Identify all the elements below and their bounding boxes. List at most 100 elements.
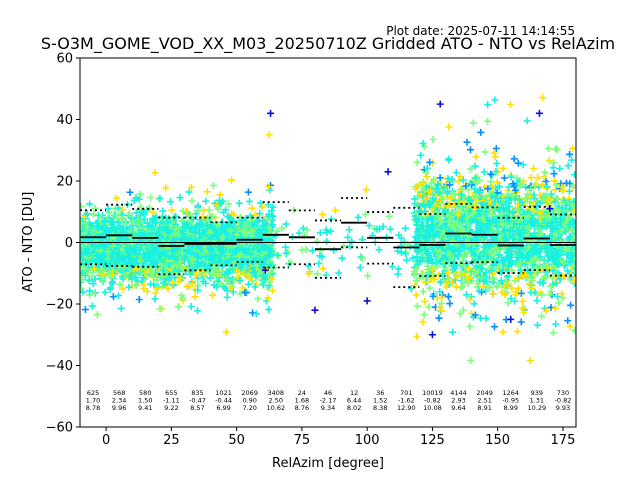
scatter-point	[113, 257, 121, 265]
scatter-point	[115, 292, 123, 300]
y-tick-label: 20	[56, 175, 73, 190]
scatter-point	[222, 206, 230, 214]
scatter-point	[305, 270, 313, 278]
scatter-point	[189, 279, 197, 287]
scatter-point	[158, 248, 166, 256]
scatter-point	[158, 282, 166, 290]
scatter-point	[156, 305, 164, 313]
scatter-point	[116, 280, 124, 288]
scatter-point	[105, 270, 113, 278]
scatter-point	[379, 223, 387, 231]
scatter-point	[265, 224, 273, 232]
scatter-point	[86, 287, 94, 295]
scatter-point	[251, 268, 259, 276]
scatter-point	[272, 232, 280, 240]
scatter-point	[308, 247, 316, 255]
scatter-point	[228, 266, 236, 274]
scatter-point	[269, 203, 277, 211]
scatter-point	[187, 183, 195, 191]
scatter-point	[203, 188, 211, 196]
scatter-point	[249, 309, 257, 317]
scatter-point	[153, 244, 161, 252]
bin-std-label: 9.96	[112, 404, 126, 412]
scatter-point	[268, 207, 276, 215]
scatter-point	[81, 306, 89, 314]
scatter-point	[87, 240, 95, 248]
scatter-point	[139, 243, 147, 251]
bin-std-label: 8.91	[477, 404, 491, 412]
scatter-point	[282, 249, 290, 257]
scatter-point	[142, 264, 150, 272]
scatter-point	[227, 256, 235, 264]
chart-title: S-O3M_GOME_VOD_XX_M03_20250710Z Gridded …	[41, 34, 615, 54]
scatter-point	[139, 274, 147, 282]
scatter-point	[315, 259, 323, 267]
scatter-point	[135, 195, 143, 203]
scatter-point	[256, 210, 264, 218]
scatter-point	[313, 237, 321, 245]
scatter-point	[218, 225, 226, 233]
scatter-point	[218, 280, 226, 288]
scatter-point	[245, 245, 253, 253]
scatter-point	[151, 219, 159, 227]
scatter-point	[80, 213, 88, 221]
scatter-point	[248, 232, 256, 240]
scatter-point	[207, 212, 215, 220]
scatter-point	[164, 257, 172, 265]
scatter-point	[241, 230, 249, 238]
scatter-point	[375, 246, 383, 254]
scatter-point	[491, 153, 499, 161]
scatter-point	[184, 246, 192, 254]
scatter-point	[252, 310, 260, 318]
scatter-point	[133, 277, 141, 285]
scatter-point	[258, 244, 266, 252]
scatter-point	[236, 277, 244, 285]
scatter-point	[85, 276, 93, 284]
scatter-point	[253, 239, 261, 247]
scatter-point	[149, 208, 157, 216]
scatter-point	[210, 271, 218, 279]
scatter-point	[183, 207, 191, 215]
scatter-point	[138, 241, 146, 249]
scatter-point	[323, 237, 331, 245]
scatter-point	[269, 212, 277, 220]
scatter-point	[227, 176, 235, 184]
scatter-point	[191, 293, 199, 301]
bin-std-label: 10.29	[528, 404, 547, 412]
scatter-point	[101, 288, 109, 296]
scatter-point	[117, 304, 125, 312]
scatter-point	[257, 257, 265, 265]
scatter-point	[258, 203, 266, 211]
scatter-point	[90, 234, 98, 242]
scatter-point	[132, 250, 140, 258]
scatter-point	[189, 215, 197, 223]
scatter-point	[304, 262, 312, 270]
scatter-point	[135, 296, 143, 304]
bin-std-label: 10.62	[266, 404, 285, 412]
scatter-point	[106, 284, 114, 292]
scatter-point	[82, 259, 90, 267]
scatter-point	[346, 242, 354, 250]
scatter-point	[214, 205, 222, 213]
scatter-point	[223, 276, 231, 284]
scatter-point	[194, 286, 202, 294]
scatter-point	[282, 243, 290, 251]
scatter-point	[83, 210, 91, 218]
scatter-point	[403, 256, 411, 264]
scatter-point	[90, 264, 98, 272]
scatter-point	[200, 271, 208, 279]
scatter-point	[88, 302, 96, 310]
bin-std-label: 8.38	[373, 404, 387, 412]
scatter-point	[484, 101, 492, 109]
scatter-point	[221, 270, 229, 278]
scatter-point	[105, 208, 113, 216]
scatter-point	[133, 264, 141, 272]
scatter-point	[571, 171, 576, 179]
scatter-point	[235, 224, 243, 232]
bin-std-label: 8.78	[86, 404, 100, 412]
scatter-point	[217, 200, 225, 208]
scatter-point	[80, 288, 87, 296]
scatter-point	[80, 219, 85, 227]
scatter-point	[228, 283, 236, 291]
scatter-point	[248, 204, 256, 212]
